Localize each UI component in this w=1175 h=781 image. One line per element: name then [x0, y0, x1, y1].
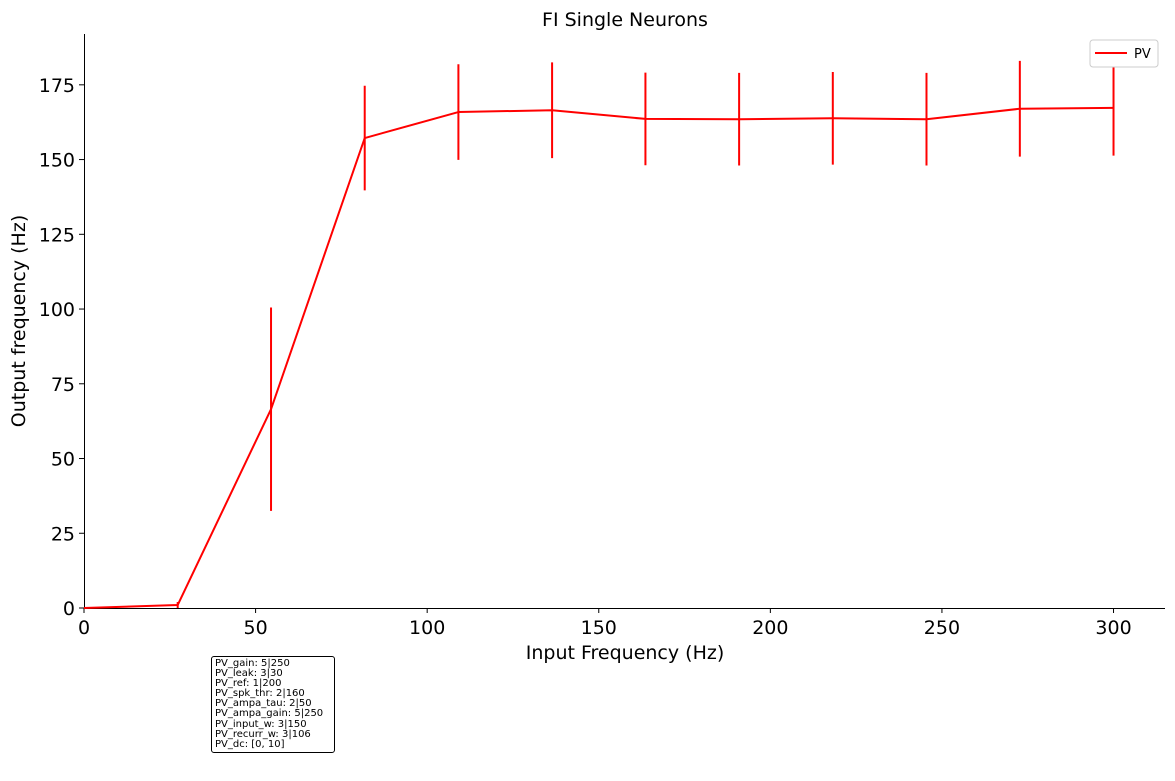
- x-axis-label: Input Frequency (Hz): [526, 642, 725, 664]
- y-axis-label: Output frequency (Hz): [8, 215, 30, 427]
- legend-label: PV: [1134, 47, 1151, 62]
- x-tick-label: 100: [409, 617, 445, 639]
- legend: PV: [1089, 39, 1159, 68]
- y-tick-label: 125: [39, 224, 75, 246]
- x-tick-label: 200: [752, 617, 788, 639]
- y-tick-label: 175: [39, 75, 75, 97]
- series-lines: [83, 106, 1114, 609]
- y-ticks: 0 25 50 75 100 125 150 175: [39, 75, 84, 620]
- error-bars: [176, 60, 1115, 608]
- x-tick-label: 50: [243, 617, 267, 639]
- param-line: PV_ampa_gain: 5|250: [215, 708, 324, 720]
- y-tick-label: 150: [39, 150, 75, 172]
- x-ticks: 0 50 100 150 200 250 300: [78, 608, 1132, 639]
- y-tick-label: 25: [51, 523, 75, 545]
- series-line-pv: [83, 106, 1114, 609]
- param-line: PV_input_w: 3|150: [215, 718, 307, 730]
- param-line: PV_gain: 5|250: [215, 658, 290, 669]
- y-tick-label: 0: [63, 598, 75, 620]
- y-tick-label: 50: [51, 449, 75, 471]
- chart-title: FI Single Neurons: [542, 9, 708, 31]
- param-line: PV_ampa_tau: 2|50: [215, 698, 312, 710]
- y-tick-label: 75: [51, 374, 75, 396]
- param-line: PV_ref: 1|200: [215, 678, 282, 690]
- param-line: PV_leak: 3|30: [215, 668, 283, 680]
- param-line: PV_recurr_w: 3|106: [215, 728, 311, 740]
- y-tick-label: 100: [39, 299, 75, 321]
- parameter-box: PV_gain: 5|250 PV_leak: 3|30 PV_ref: 1|200…: [211, 656, 335, 753]
- x-tick-label: 250: [924, 617, 960, 639]
- x-tick-label: 0: [78, 617, 90, 639]
- param-line: PV_spk_thr: 2|160: [215, 688, 305, 700]
- param-line: PV_dc: [0, 10]: [215, 738, 285, 750]
- x-tick-label: 150: [581, 617, 617, 639]
- x-tick-label: 300: [1095, 617, 1131, 639]
